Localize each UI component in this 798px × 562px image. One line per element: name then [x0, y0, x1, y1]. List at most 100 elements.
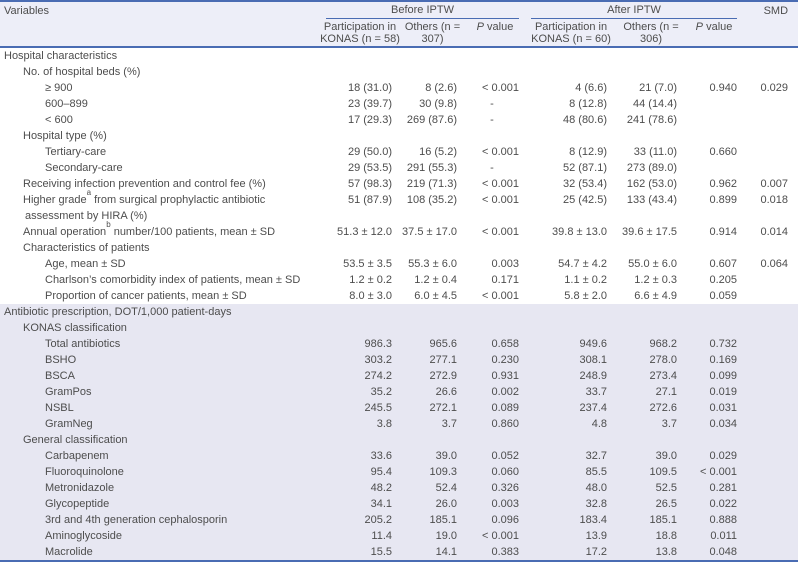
- value-cell: 0.860: [465, 416, 526, 432]
- value-cell: 26.6: [400, 384, 465, 400]
- column-group-before-iptw: Before IPTW: [320, 1, 526, 19]
- row-label: Aminoglycoside: [0, 528, 320, 544]
- value-cell: 52.5: [617, 480, 686, 496]
- value-cell: [617, 47, 685, 64]
- value-cell: 0.888: [685, 512, 744, 528]
- value-cell: 108 (35.2): [406, 194, 457, 206]
- footnote-marker: b: [106, 220, 111, 230]
- table-row: Aminoglycoside 11.4 19.0 < 0.001 13.9 18.8 0.0…: [0, 528, 798, 544]
- value-cell: [465, 128, 525, 144]
- value-cell: 308.1: [525, 352, 618, 368]
- value-cell: < 0.001: [465, 528, 526, 544]
- value-cell: 17 (29.3): [347, 114, 392, 126]
- header-sub-row: Participation in KONAS (n = 58) Others (…: [0, 19, 798, 48]
- row-label: No. of hospital beds (%): [23, 66, 141, 78]
- value-cell: 51.3 ± 12.0: [337, 226, 392, 238]
- value-cell: [685, 160, 743, 176]
- before-iptw-group-label: Before IPTW: [326, 4, 520, 19]
- value-cell: 109.5: [617, 464, 686, 480]
- value-cell: [617, 320, 686, 336]
- value-cell: 55.3 ± 6.0: [408, 258, 457, 270]
- value-cell: 0.034: [685, 416, 744, 432]
- row-label: Hospital type (%): [23, 130, 107, 142]
- value-cell: 274.2: [320, 368, 400, 384]
- value-cell: 278.0: [617, 352, 686, 368]
- value-cell: [685, 47, 743, 64]
- value-cell: 6.0 ± 4.5: [414, 290, 457, 302]
- row-label: Receiving infection prevention and contr…: [23, 178, 266, 190]
- value-cell: [525, 432, 618, 448]
- column-header-others-before: Others (n = 307): [400, 19, 465, 48]
- value-cell: 33.7: [525, 384, 618, 400]
- value-cell: 272.1: [400, 400, 465, 416]
- row-label: Metronidazole: [0, 480, 320, 496]
- value-cell: 33 (11.0): [633, 146, 678, 158]
- value-cell: 48.2: [320, 480, 400, 496]
- row-label: Antibiotic prescription, DOT/1,000 patie…: [0, 304, 320, 320]
- value-cell: 30 (9.8): [419, 98, 457, 110]
- table-row: Hospital characteristics: [0, 47, 798, 64]
- row-label: General classification: [0, 432, 320, 448]
- value-cell: 18 (31.0): [347, 82, 392, 94]
- value-cell: 16 (5.2): [419, 146, 457, 158]
- value-cell: [320, 304, 400, 320]
- value-cell: 27.1: [617, 384, 686, 400]
- value-cell: 95.4: [320, 464, 400, 480]
- table-row: BSHO 303.2 277.1 0.230 308.1 278.0 0.169: [0, 352, 798, 368]
- table-row: Age, mean ± SD 53.5 ± 3.5 55.3 ± 6.0 0.003 5…: [0, 256, 798, 272]
- value-cell: [465, 304, 526, 320]
- value-cell: < 0.001: [482, 82, 520, 94]
- value-cell: 29 (53.5): [347, 162, 392, 174]
- table-row: BSCA 274.2 272.9 0.931 248.9 273.4 0.099: [0, 368, 798, 384]
- table-row: Carbapenem 33.6 39.0 0.052 32.7 39.0 0.029: [0, 448, 798, 464]
- value-cell: 8 (2.6): [425, 82, 457, 94]
- value-cell: 33.6: [320, 448, 400, 464]
- value-cell: [617, 240, 685, 256]
- value-cell: [320, 47, 400, 64]
- row-label: < 600: [45, 114, 73, 126]
- value-cell: 15.5: [320, 544, 400, 561]
- value-cell: [465, 47, 525, 64]
- row-label: GramNeg: [0, 416, 320, 432]
- value-cell: 39.0: [617, 448, 686, 464]
- value-cell: 0.169: [685, 352, 744, 368]
- value-cell: 8 (12.9): [569, 146, 608, 158]
- table-row: Higher gradea from surgical prophylactic…: [0, 189, 798, 224]
- value-cell: [320, 432, 400, 448]
- column-header-pvalue-before: P value: [465, 19, 526, 48]
- value-cell: 109.3: [400, 464, 465, 480]
- column-header-pvalue-after: P value: [685, 19, 744, 48]
- value-cell: 37.5 ± 17.0: [402, 226, 457, 238]
- value-cell: 0.940: [709, 82, 738, 94]
- value-cell: 162 (53.0): [626, 178, 678, 190]
- value-cell: [743, 272, 798, 288]
- value-cell: 5.8 ± 2.0: [564, 290, 608, 302]
- table-row: Secondary-care 29 (53.5) 291 (55.3) - 52 (87…: [0, 160, 798, 176]
- value-cell: [743, 528, 798, 544]
- value-cell: 0.962: [709, 178, 738, 190]
- value-cell: 0.018: [760, 194, 789, 206]
- table-row: No. of hospital beds (%): [0, 64, 798, 80]
- value-cell: [400, 128, 465, 144]
- value-cell: 13.8: [617, 544, 686, 561]
- value-cell: [617, 128, 685, 144]
- value-cell: 19.0: [400, 528, 465, 544]
- value-cell: [743, 128, 798, 144]
- column-header-smd: SMD: [743, 1, 798, 48]
- value-cell: 0.029: [685, 448, 744, 464]
- table-row: Annual operationb number/100 patients, m…: [0, 220, 798, 240]
- table-row: Tertiary-care 29 (50.0) 16 (5.2) < 0.001 8 (…: [0, 144, 798, 160]
- value-cell: [685, 304, 744, 320]
- value-cell: 1.2 ± 0.2: [349, 274, 392, 286]
- value-cell: 6.6 ± 4.9: [634, 290, 678, 302]
- value-cell: 52.4: [400, 480, 465, 496]
- row-label: Annual operationb number/100 patients, m…: [23, 220, 276, 238]
- value-cell: [400, 432, 465, 448]
- value-cell: 25 (42.5): [562, 194, 608, 206]
- value-cell: [685, 64, 743, 80]
- value-cell: < 0.001: [685, 464, 744, 480]
- value-cell: [743, 160, 798, 176]
- value-cell: < 0.001: [482, 194, 520, 206]
- value-cell: [743, 47, 798, 64]
- value-cell: [525, 128, 617, 144]
